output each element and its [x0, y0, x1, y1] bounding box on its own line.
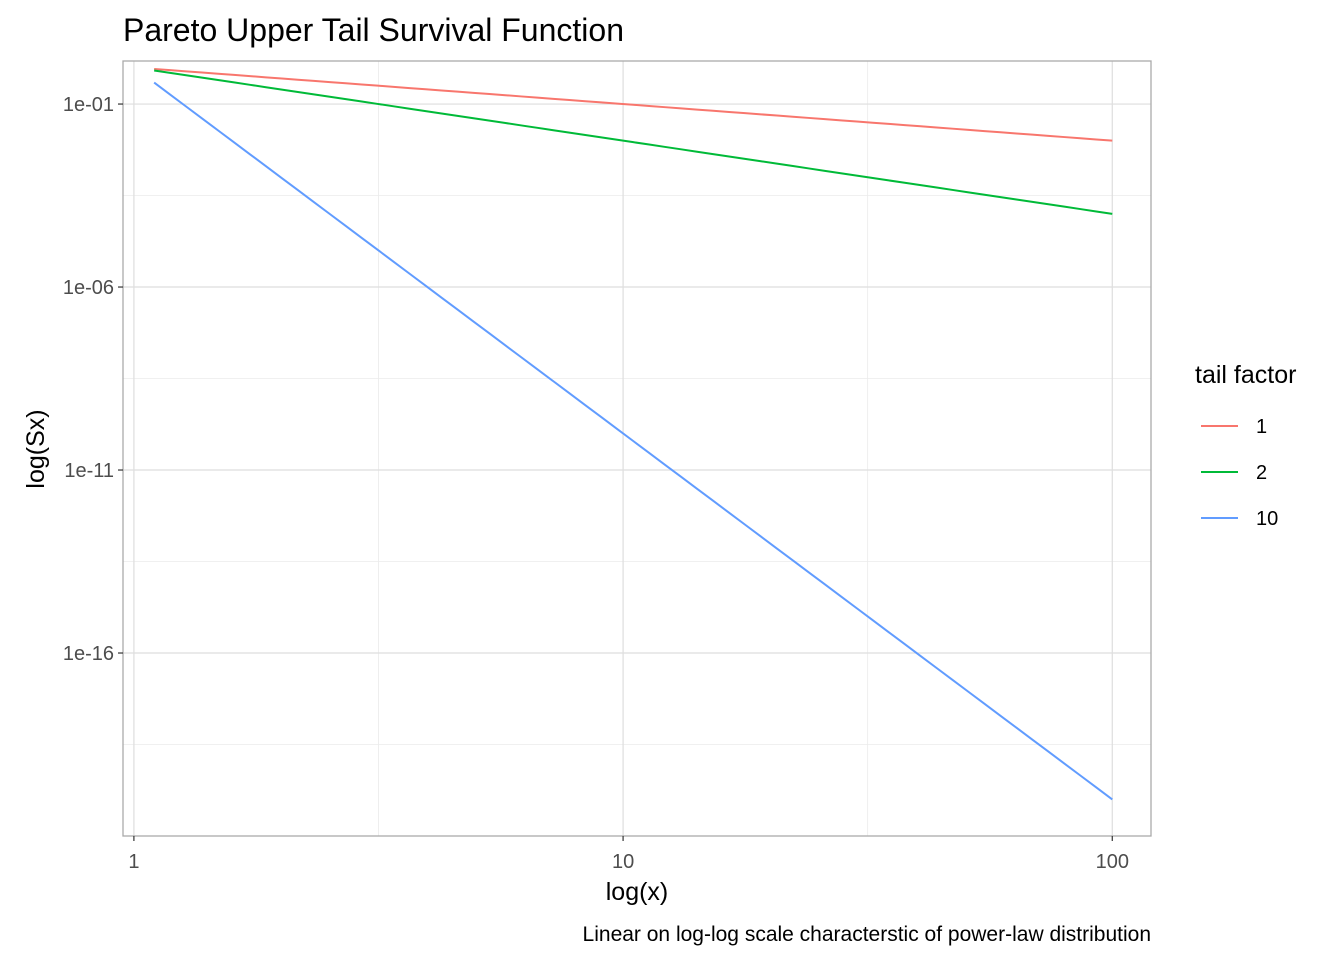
y-tick-label: 1e-06	[63, 277, 114, 299]
x-tick-label: 100	[1096, 851, 1129, 873]
grid-minor	[123, 61, 1151, 836]
legend-label-1: 1	[1256, 416, 1267, 438]
legend-label-2: 2	[1256, 462, 1267, 484]
series-layer	[153, 67, 1113, 801]
grid-major	[123, 61, 1151, 836]
y-tick-label: 1e-01	[63, 94, 114, 116]
y-axis-ticks: 1e-01 1e-06 1e-11 1e-16	[63, 94, 123, 665]
chart-title: Pareto Upper Tail Survival Function	[123, 12, 624, 48]
x-axis-label: log(x)	[606, 878, 669, 906]
chart-caption: Linear on log-log scale characterstic of…	[583, 923, 1151, 946]
x-tick-label: 10	[612, 851, 634, 873]
series-line-1	[154, 67, 1113, 142]
legend-items: 1 2 10	[1201, 416, 1278, 530]
y-axis-label: log(Sx)	[22, 409, 50, 488]
x-tick-label: 1	[128, 851, 139, 873]
series-line-10	[153, 81, 1113, 801]
legend-label-10: 10	[1256, 508, 1278, 530]
x-axis-ticks: 1 10 100	[128, 836, 1129, 873]
y-tick-label: 1e-11	[64, 460, 114, 482]
plot-panel	[123, 61, 1151, 836]
panel-border	[122, 60, 1152, 837]
legend-title: tail factor	[1195, 361, 1296, 389]
series-line-2	[154, 69, 1113, 215]
y-tick-label: 1e-16	[63, 643, 114, 665]
legend: tail factor 1 2 10	[1195, 361, 1296, 530]
